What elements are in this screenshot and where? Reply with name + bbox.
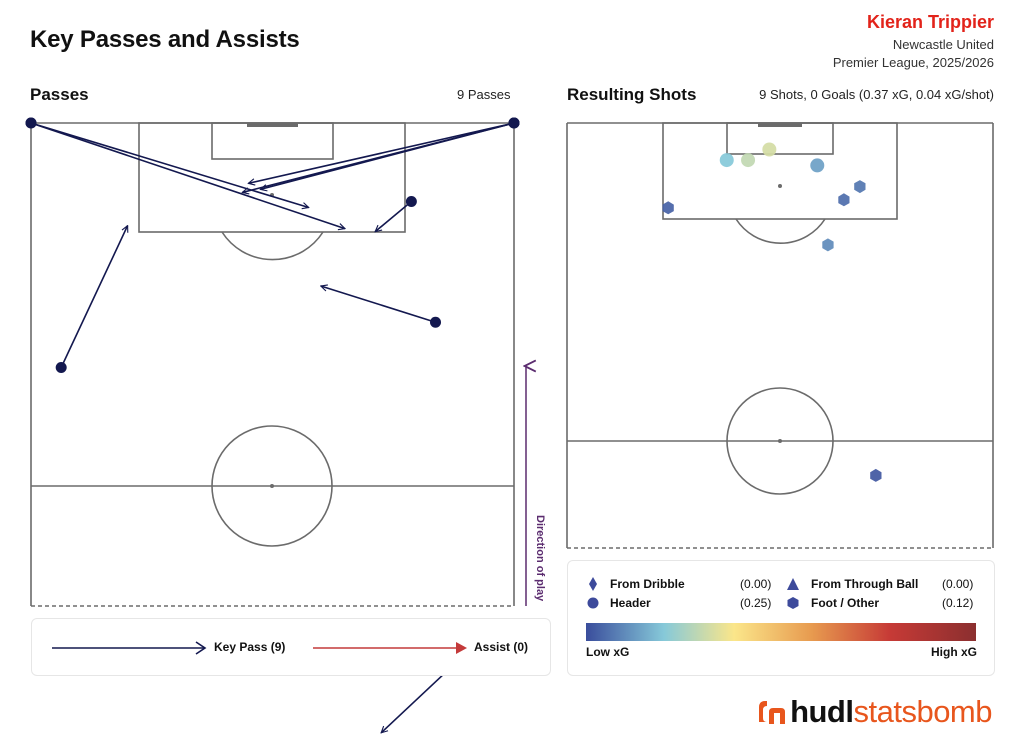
shots-panel-title: Resulting Shots <box>567 85 697 104</box>
shots-summary: 9 Shots, 0 Goals (0.37 xG, 0.04 xG/shot) <box>759 87 994 102</box>
passes-count: 9 Passes <box>457 87 511 102</box>
penalty-arc <box>221 231 324 261</box>
shots-penalty-area <box>662 122 898 220</box>
shots-six-yard-box <box>726 122 834 155</box>
header-value: (0.25) <box>740 596 772 610</box>
competition-season: Premier League, 2025/2026 <box>832 55 994 70</box>
pass-arrow-6 <box>375 200 412 231</box>
pass-arrow-1 <box>30 122 309 208</box>
from-dribble-label: From Dribble <box>610 577 685 591</box>
player-name: Kieran Trippier <box>866 12 994 32</box>
foot-other-value: (0.12) <box>942 596 974 610</box>
low-xg-label: Low xG <box>586 645 630 659</box>
shots-penalty-arc <box>735 218 826 245</box>
diamond-icon <box>589 577 597 591</box>
hudl-statsbomb-logo: hudl statsbomb <box>754 694 992 730</box>
shots-centre-circle <box>726 387 834 495</box>
shot-marker-3 <box>719 153 734 168</box>
pass-arrow-3 <box>248 122 515 183</box>
key-pass-legend-arrow <box>195 641 207 655</box>
high-xg-label: High xG <box>930 645 977 659</box>
pass-origin-2 <box>25 117 37 129</box>
logo-mark-icon <box>759 701 786 724</box>
centre-spot <box>270 484 274 488</box>
pass-origin-5 <box>508 117 520 129</box>
pass-arrow-7 <box>60 226 127 368</box>
pass-arrow-8 <box>321 286 436 324</box>
assist-legend-arrow <box>456 642 467 654</box>
circle-icon <box>587 597 599 609</box>
logo-hudl-text: hudl <box>790 694 854 729</box>
shots-legend: From Dribble (0.00) Header (0.25) From T… <box>567 560 995 676</box>
shot-marker-4 <box>810 158 825 173</box>
foot-other-label: Foot / Other <box>811 596 879 610</box>
triangle-icon <box>787 578 799 590</box>
direction-label: Direction of play <box>534 515 546 602</box>
pass-origin-7 <box>55 362 67 374</box>
pass-arrow-5 <box>242 122 515 192</box>
shot-marker-2 <box>762 142 777 157</box>
hexagon-icon <box>787 597 799 609</box>
shot-layer <box>662 142 882 482</box>
shot-marker-6 <box>854 180 866 194</box>
passes-panel-title: Passes <box>30 85 89 104</box>
shot-marker-1 <box>741 153 756 168</box>
shot-marker-9 <box>870 468 882 482</box>
pass-origin-8 <box>430 316 442 328</box>
pass-arrow-2 <box>30 122 345 229</box>
shot-marker-8 <box>662 201 674 215</box>
header-label: Header <box>610 596 651 610</box>
logo-statsbomb-text: statsbomb <box>853 694 992 729</box>
goal <box>247 123 298 127</box>
from-dribble-value: (0.00) <box>740 577 772 591</box>
page-title: Key Passes and Assists <box>30 26 300 53</box>
xg-color-scale <box>586 623 976 641</box>
pass-layer <box>25 117 520 733</box>
from-through-ball-label: From Through Ball <box>811 577 919 591</box>
key-pass-legend-label: Key Pass (9) <box>214 640 286 654</box>
shots-centre-spot <box>778 439 782 443</box>
from-through-ball-value: (0.00) <box>942 577 974 591</box>
six-yard-box <box>211 122 334 160</box>
passes-legend: Key Pass (9) Assist (0) <box>31 618 551 676</box>
shots-penalty-spot <box>778 184 782 188</box>
centre-circle <box>211 425 333 547</box>
assist-legend-label: Assist (0) <box>474 640 529 654</box>
shot-marker-5 <box>838 193 850 207</box>
shots-goal <box>758 123 802 127</box>
shot-marker-7 <box>822 238 834 252</box>
team-name: Newcastle United <box>892 37 994 52</box>
pass-origin-6 <box>405 195 417 207</box>
